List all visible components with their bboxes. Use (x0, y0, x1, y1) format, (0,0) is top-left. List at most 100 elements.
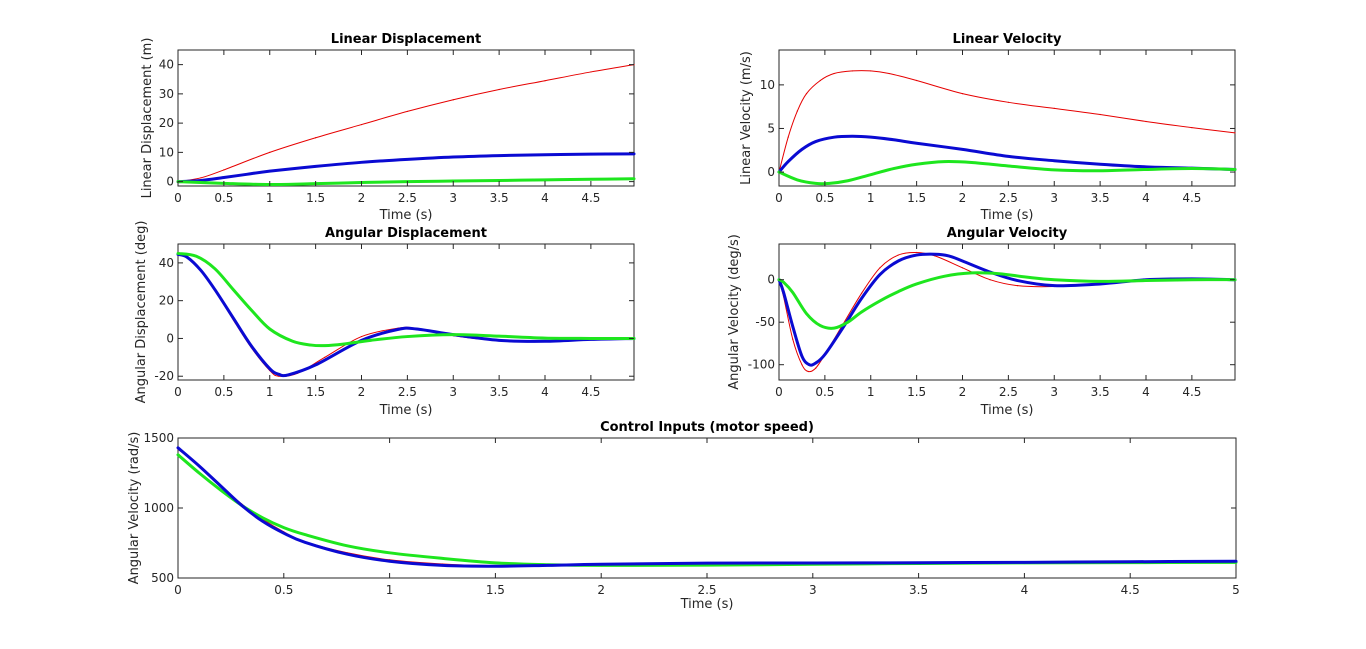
data-point (222, 176, 226, 179)
data-point (323, 344, 326, 347)
x-tick-label: 2.5 (398, 191, 417, 205)
data-point (589, 152, 593, 156)
data-point (441, 557, 444, 560)
data-point (388, 551, 391, 554)
series-group (777, 70, 1237, 186)
data-point (600, 563, 603, 566)
series-group (777, 251, 1237, 373)
data-point (787, 136, 789, 138)
data-point (1007, 155, 1010, 158)
chart-lin-disp: 0 0.5 1 1.5 2 2.5 3 3.5 4 4.5 0 10 20 30 40 Linear Dis… (140, 32, 636, 223)
data-point (819, 324, 822, 327)
chart-title: Linear Displacement (331, 32, 481, 47)
chart-title: Control Inputs (motor speed) (600, 420, 814, 435)
data-point (961, 267, 964, 269)
plot-area (177, 243, 635, 381)
data-point (199, 269, 203, 272)
data-point (869, 173, 872, 176)
data-point (1099, 113, 1101, 116)
x-axis-label: Time (s) (980, 208, 1034, 223)
x-tick-label: 1 (266, 191, 274, 205)
data-point (309, 343, 313, 347)
data-point (846, 179, 850, 182)
data-point (917, 561, 920, 564)
data-point (195, 255, 198, 258)
y-tick-label: 20 (159, 294, 174, 308)
x-axis-label: Time (s) (379, 208, 433, 223)
x-tick-label: 2 (959, 385, 967, 399)
x-axis-label: Time (s) (980, 403, 1034, 418)
data-point (632, 177, 636, 180)
data-point (814, 140, 817, 143)
data-point (1016, 285, 1019, 287)
data-point (828, 182, 831, 185)
data-point (1234, 560, 1238, 563)
data-point (1007, 164, 1010, 168)
data-point (878, 299, 882, 303)
data-point (814, 361, 817, 365)
data-point (833, 72, 835, 75)
data-point (916, 251, 918, 254)
x-tick-label: 2.5 (398, 385, 417, 399)
x-tick-label: 4.5 (1182, 191, 1201, 205)
series-line (777, 134, 1237, 174)
data-point (1129, 560, 1132, 563)
data-point (497, 154, 501, 157)
data-point (497, 334, 501, 338)
data-point (360, 161, 363, 164)
data-point (197, 464, 201, 468)
plot-area (177, 49, 635, 187)
data-point (1234, 132, 1236, 134)
x-tick-label: 0 (775, 385, 783, 399)
data-point (832, 326, 836, 330)
data-point (1190, 167, 1194, 170)
data-point (369, 339, 372, 342)
data-point (268, 327, 271, 331)
x-tick-label: 3.5 (490, 385, 509, 399)
data-point (543, 340, 547, 343)
data-point (286, 373, 290, 377)
y-tick-label: -20 (154, 369, 174, 383)
data-point (989, 279, 991, 281)
data-point (800, 355, 804, 358)
x-axis-label: Time (s) (680, 597, 734, 612)
chart-control: 0 0.5 1 1.5 2 2.5 3 3.5 4 4.5 5 500 1000 1500 Control… (127, 420, 1240, 612)
data-point (632, 152, 636, 156)
x-tick-label: 4.5 (581, 385, 600, 399)
data-point (878, 273, 882, 276)
x-tick-label: 1.5 (907, 191, 926, 205)
data-point (1098, 282, 1102, 286)
x-tick-label: 2 (597, 583, 605, 597)
data-point (185, 256, 189, 259)
data-point (176, 252, 180, 255)
y-tick-label: 1500 (143, 431, 174, 445)
x-tick-label: 1 (266, 385, 274, 399)
data-point (250, 308, 253, 312)
y-tick-label: 0 (767, 273, 775, 287)
data-point (1144, 279, 1148, 282)
data-point (947, 254, 950, 258)
data-point (213, 288, 216, 291)
data-point (815, 367, 817, 369)
x-tick-label: 2.5 (999, 191, 1018, 205)
data-point (291, 340, 294, 343)
data-point (805, 312, 808, 315)
plot-area (177, 437, 1237, 579)
data-point (497, 339, 501, 342)
y-tick-label: 10 (159, 145, 174, 159)
data-point (360, 335, 363, 338)
chart-ang-vel: 0 0.5 1 1.5 2 2.5 3 3.5 4 4.5 -100 -50 0 Angular Vel… (727, 226, 1237, 418)
data-point (282, 532, 285, 535)
y-tick-label: 0 (767, 165, 775, 179)
data-point (832, 135, 836, 139)
x-tick-label: 1 (867, 385, 875, 399)
x-tick-label: 0.5 (214, 191, 233, 205)
x-tick-label: 3 (1050, 385, 1058, 399)
data-point (915, 253, 918, 257)
data-point (231, 316, 235, 319)
data-point (1025, 275, 1028, 279)
data-point (1098, 169, 1102, 172)
data-point (543, 178, 547, 182)
data-point (303, 541, 307, 544)
